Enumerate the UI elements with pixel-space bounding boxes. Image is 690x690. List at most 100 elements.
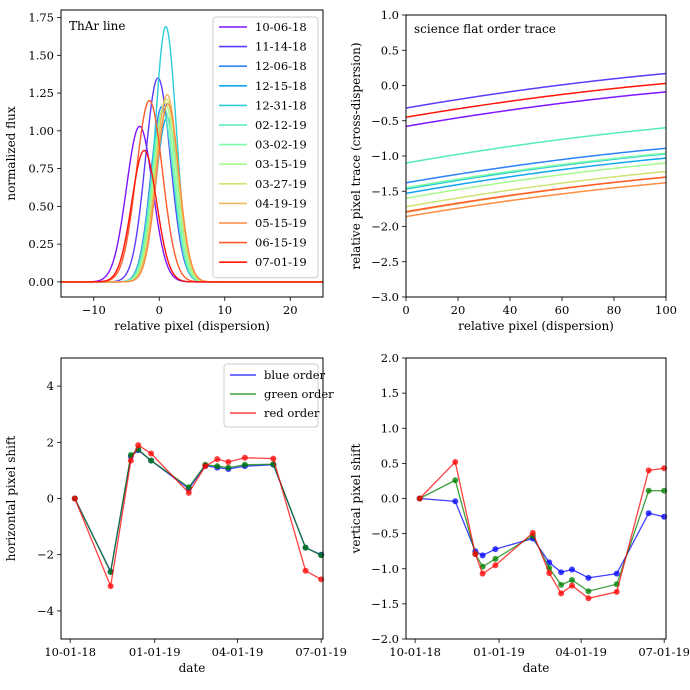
y-axis-label: relative pixel trace (cross-dispersion) [349,42,363,269]
x-tick-label: 20 [283,303,298,317]
data-point [241,454,248,461]
x-tick-label: 01-01-19 [129,645,181,659]
data-point [452,477,459,484]
x-axis-label: relative pixel (dispersion) [114,319,270,333]
data-point [558,590,565,597]
data-point [645,510,652,517]
trace-line [406,153,666,190]
y-tick-label: 0.00 [28,275,54,289]
data-point [127,457,134,464]
panel-vertical-shift: 10-01-18 01-01-19 04-01-19 07-01-19 −2.0 −1.5… [349,351,690,675]
y-tick-label: 2.0 [381,351,399,365]
data-point [492,546,499,553]
y-tick-label: 0.0 [381,79,399,93]
data-point [225,464,232,471]
trace-line [406,176,666,213]
legend-label: 03-27-19 [255,177,307,191]
x-tick-label: 07-01-19 [295,645,347,659]
y-axis-label: normalized flux [4,106,18,201]
panel-horizontal-shift: 10-01-18 01-01-19 04-01-19 07-01-19 −4 −2 0 2 4 d… [4,357,347,675]
x-tick-label: −10 [82,303,106,317]
y-axis-label: horizontal pixel shift [4,436,18,562]
y-tick-label: 1.50 [28,48,54,62]
legend-label: 05-15-19 [255,216,307,230]
legend-label: 03-02-19 [255,138,307,152]
series-group [406,72,666,218]
data-point [71,495,78,502]
x-tick-label: 10 [217,303,232,317]
data-point [472,550,479,557]
x-tick-label: 0 [402,303,409,317]
legend-box [223,363,319,428]
x-axis-label: date [179,661,206,675]
y-tick-label: 0.25 [28,237,54,251]
series-line [74,448,322,575]
legend-label: red order [264,406,320,420]
legend-label: 06-15-19 [255,236,307,250]
plot-frame [60,357,324,640]
x-tick-label: 01-01-19 [473,645,525,659]
trace-line [406,72,666,109]
y-tick-label: 1.75 [28,11,54,25]
y-tick-label: 4 [47,379,54,393]
trace-line [406,147,666,184]
trace-line [406,152,666,189]
legend-box [212,16,319,279]
y-tick-label: −2.0 [371,220,399,234]
trace-line [406,91,666,128]
y-tick-label: −1.5 [371,597,399,611]
data-point [585,588,592,595]
data-point [613,570,620,577]
data-point [302,567,309,574]
trace-line [406,170,666,208]
y-tick-label: 0.5 [381,456,399,470]
data-point [546,569,553,576]
y-tick-label: −1.0 [371,149,399,163]
x-tick-label: 80 [607,303,622,317]
data-point [241,461,248,468]
data-point [479,570,486,577]
data-point [270,455,277,462]
y-tick-label: 1.0 [381,8,399,22]
series-line [74,449,322,574]
y-tick-label: 1.5 [381,386,399,400]
data-point [107,583,114,590]
series-line [419,479,665,592]
data-point [645,467,652,474]
data-point [492,555,499,562]
y-tick-label: −0.5 [371,114,399,128]
legend-label: 07-01-19 [255,255,307,269]
data-point [225,458,232,465]
x-axis-label: relative pixel (dispersion) [458,319,614,333]
y-axis-label: vertical pixel shift [349,443,363,554]
data-point [416,495,423,502]
series-group [61,25,323,283]
y-tick-label: 1.0 [381,421,399,435]
legend-label: 03-15-19 [255,157,307,171]
data-point [214,456,221,463]
plot-frame [60,9,324,298]
data-point [135,442,142,449]
data-point [558,569,565,576]
data-point [585,595,592,602]
data-point [214,463,221,470]
trace-line [406,162,666,200]
legend-label: blue order [264,368,325,382]
x-tick-label: 10-01-18 [389,645,441,659]
y-tick-label: −2 [37,548,54,562]
panel-thar-line: −10 0 10 20 0.00 0.25 0.50 0.75 1.00 1.25 1.50 1.75… [4,9,324,333]
data-point [645,487,652,494]
legend-label: 11-14-18 [255,40,307,54]
trace-line [406,127,666,164]
trace-line [406,182,666,218]
y-tick-label: 1.25 [28,86,54,100]
legend-label: 04-19-19 [255,196,307,210]
y-tick-label: 2 [47,435,54,449]
data-point [185,489,192,496]
panel-title: science flat order trace [414,22,556,36]
panel-title: ThAr line [69,19,125,33]
data-point [492,562,499,569]
data-point [302,544,309,551]
legend-label: green order [264,387,334,401]
